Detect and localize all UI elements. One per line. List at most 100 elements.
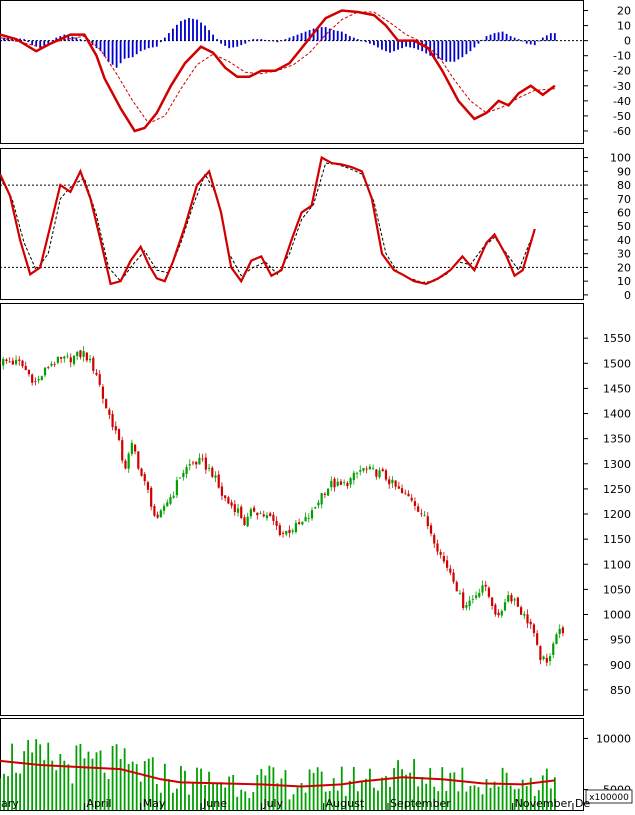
macd-histogram-bar	[139, 40, 142, 52]
candle-body	[491, 597, 494, 606]
volume-bar	[188, 794, 190, 810]
candle-body	[391, 479, 394, 484]
candle-body	[298, 522, 301, 525]
candle-body	[188, 464, 191, 466]
candle-body	[478, 592, 481, 597]
macd-histogram-bar	[276, 40, 279, 43]
volume-bar	[429, 768, 432, 810]
candle-body	[294, 522, 298, 533]
month-label: June	[202, 797, 227, 810]
volume-bar	[151, 757, 154, 810]
candle-body	[269, 513, 272, 517]
candle-body	[114, 426, 117, 431]
candle-body	[5, 359, 8, 362]
candle-body	[291, 530, 294, 532]
candle-body	[446, 560, 449, 568]
candle-body	[98, 374, 101, 385]
volume-bar	[11, 743, 13, 810]
volume-bar	[192, 781, 194, 810]
volume-bar	[441, 767, 444, 810]
candle-body	[18, 359, 21, 361]
volume-bar	[123, 748, 126, 810]
volume-bar	[553, 777, 556, 810]
macd-histogram-bar	[469, 40, 472, 52]
macd-histogram-bar	[7, 37, 9, 41]
macd-histogram-bar	[292, 36, 295, 41]
candle-body	[471, 598, 474, 600]
macd-histogram-bar	[296, 34, 299, 41]
volume-bar	[312, 772, 315, 810]
candle-body	[217, 474, 220, 488]
volume-bar	[83, 758, 86, 810]
volume-bar	[465, 791, 468, 810]
volume-bar	[356, 791, 359, 810]
candle-body	[111, 413, 114, 428]
candle-body	[14, 359, 18, 365]
volume-bar	[348, 780, 351, 810]
candle-body	[429, 525, 433, 534]
macd-histogram-bar	[196, 19, 198, 41]
macd-histogram-bar	[433, 40, 436, 58]
volume-bar	[549, 788, 552, 810]
month-label: May	[143, 797, 166, 810]
candle-body	[458, 593, 462, 594]
macd-histogram-bar	[119, 40, 122, 64]
macd-histogram-bar	[27, 40, 30, 43]
macd-histogram-bar	[180, 21, 182, 41]
candle-body	[182, 472, 185, 478]
candle-body	[484, 584, 487, 587]
macd-histogram-bar	[83, 40, 86, 42]
candle-body	[195, 461, 198, 465]
macd-histogram-bar	[95, 40, 98, 49]
price-tick-label: 1150	[603, 533, 631, 546]
volume-bar	[232, 774, 235, 810]
stoch-tick-label: 20	[617, 261, 631, 274]
candle-body	[201, 458, 204, 460]
candle-body	[529, 621, 532, 625]
volume-bar	[437, 791, 440, 810]
macd-histogram-bar	[35, 40, 38, 47]
volume-bar	[401, 769, 403, 810]
candle-body	[423, 515, 426, 517]
candle-body	[355, 472, 359, 474]
volume-bar	[521, 779, 524, 810]
volume-bar	[497, 786, 500, 810]
candle-body	[166, 502, 169, 507]
macd-panel: 20 10 0 -10 -20 -30 -40 -50 -60	[0, 0, 631, 144]
candle-body	[552, 643, 555, 655]
volume-bar	[541, 775, 544, 810]
volume-bar	[373, 787, 375, 810]
volume-bar	[389, 786, 391, 810]
volume-bar	[409, 772, 412, 810]
volume-bar	[91, 758, 94, 810]
candle-body	[220, 486, 224, 496]
macd-histogram-bar	[497, 32, 500, 41]
candle-body	[336, 481, 339, 486]
candle-body	[397, 486, 400, 489]
price-tick-label: 950	[610, 634, 631, 647]
volume-bar	[75, 745, 78, 810]
candle-body	[304, 516, 307, 522]
candle-body	[79, 350, 82, 358]
volume-bar	[43, 760, 46, 810]
candle-body	[507, 595, 510, 602]
candle-body	[548, 656, 552, 662]
candle-body	[43, 367, 47, 376]
macd-histogram-bar	[135, 40, 138, 55]
month-label: September	[390, 797, 451, 810]
volume-bar	[7, 776, 9, 810]
volume-bar	[417, 786, 420, 810]
candle-body	[66, 355, 69, 357]
macd-tick-label: 0	[624, 35, 631, 48]
stoch-tick-label: 100	[610, 152, 631, 165]
macd-tick-label: -30	[613, 80, 631, 93]
volume-ma-line	[0, 759, 556, 788]
volume-bar	[513, 789, 516, 810]
volume-bar	[517, 788, 520, 810]
price-tick-label: 1550	[603, 332, 631, 345]
price-tick-label: 1350	[603, 433, 631, 446]
volume-bar	[360, 781, 363, 810]
candle-body	[95, 372, 98, 375]
volume-bar	[477, 787, 480, 810]
